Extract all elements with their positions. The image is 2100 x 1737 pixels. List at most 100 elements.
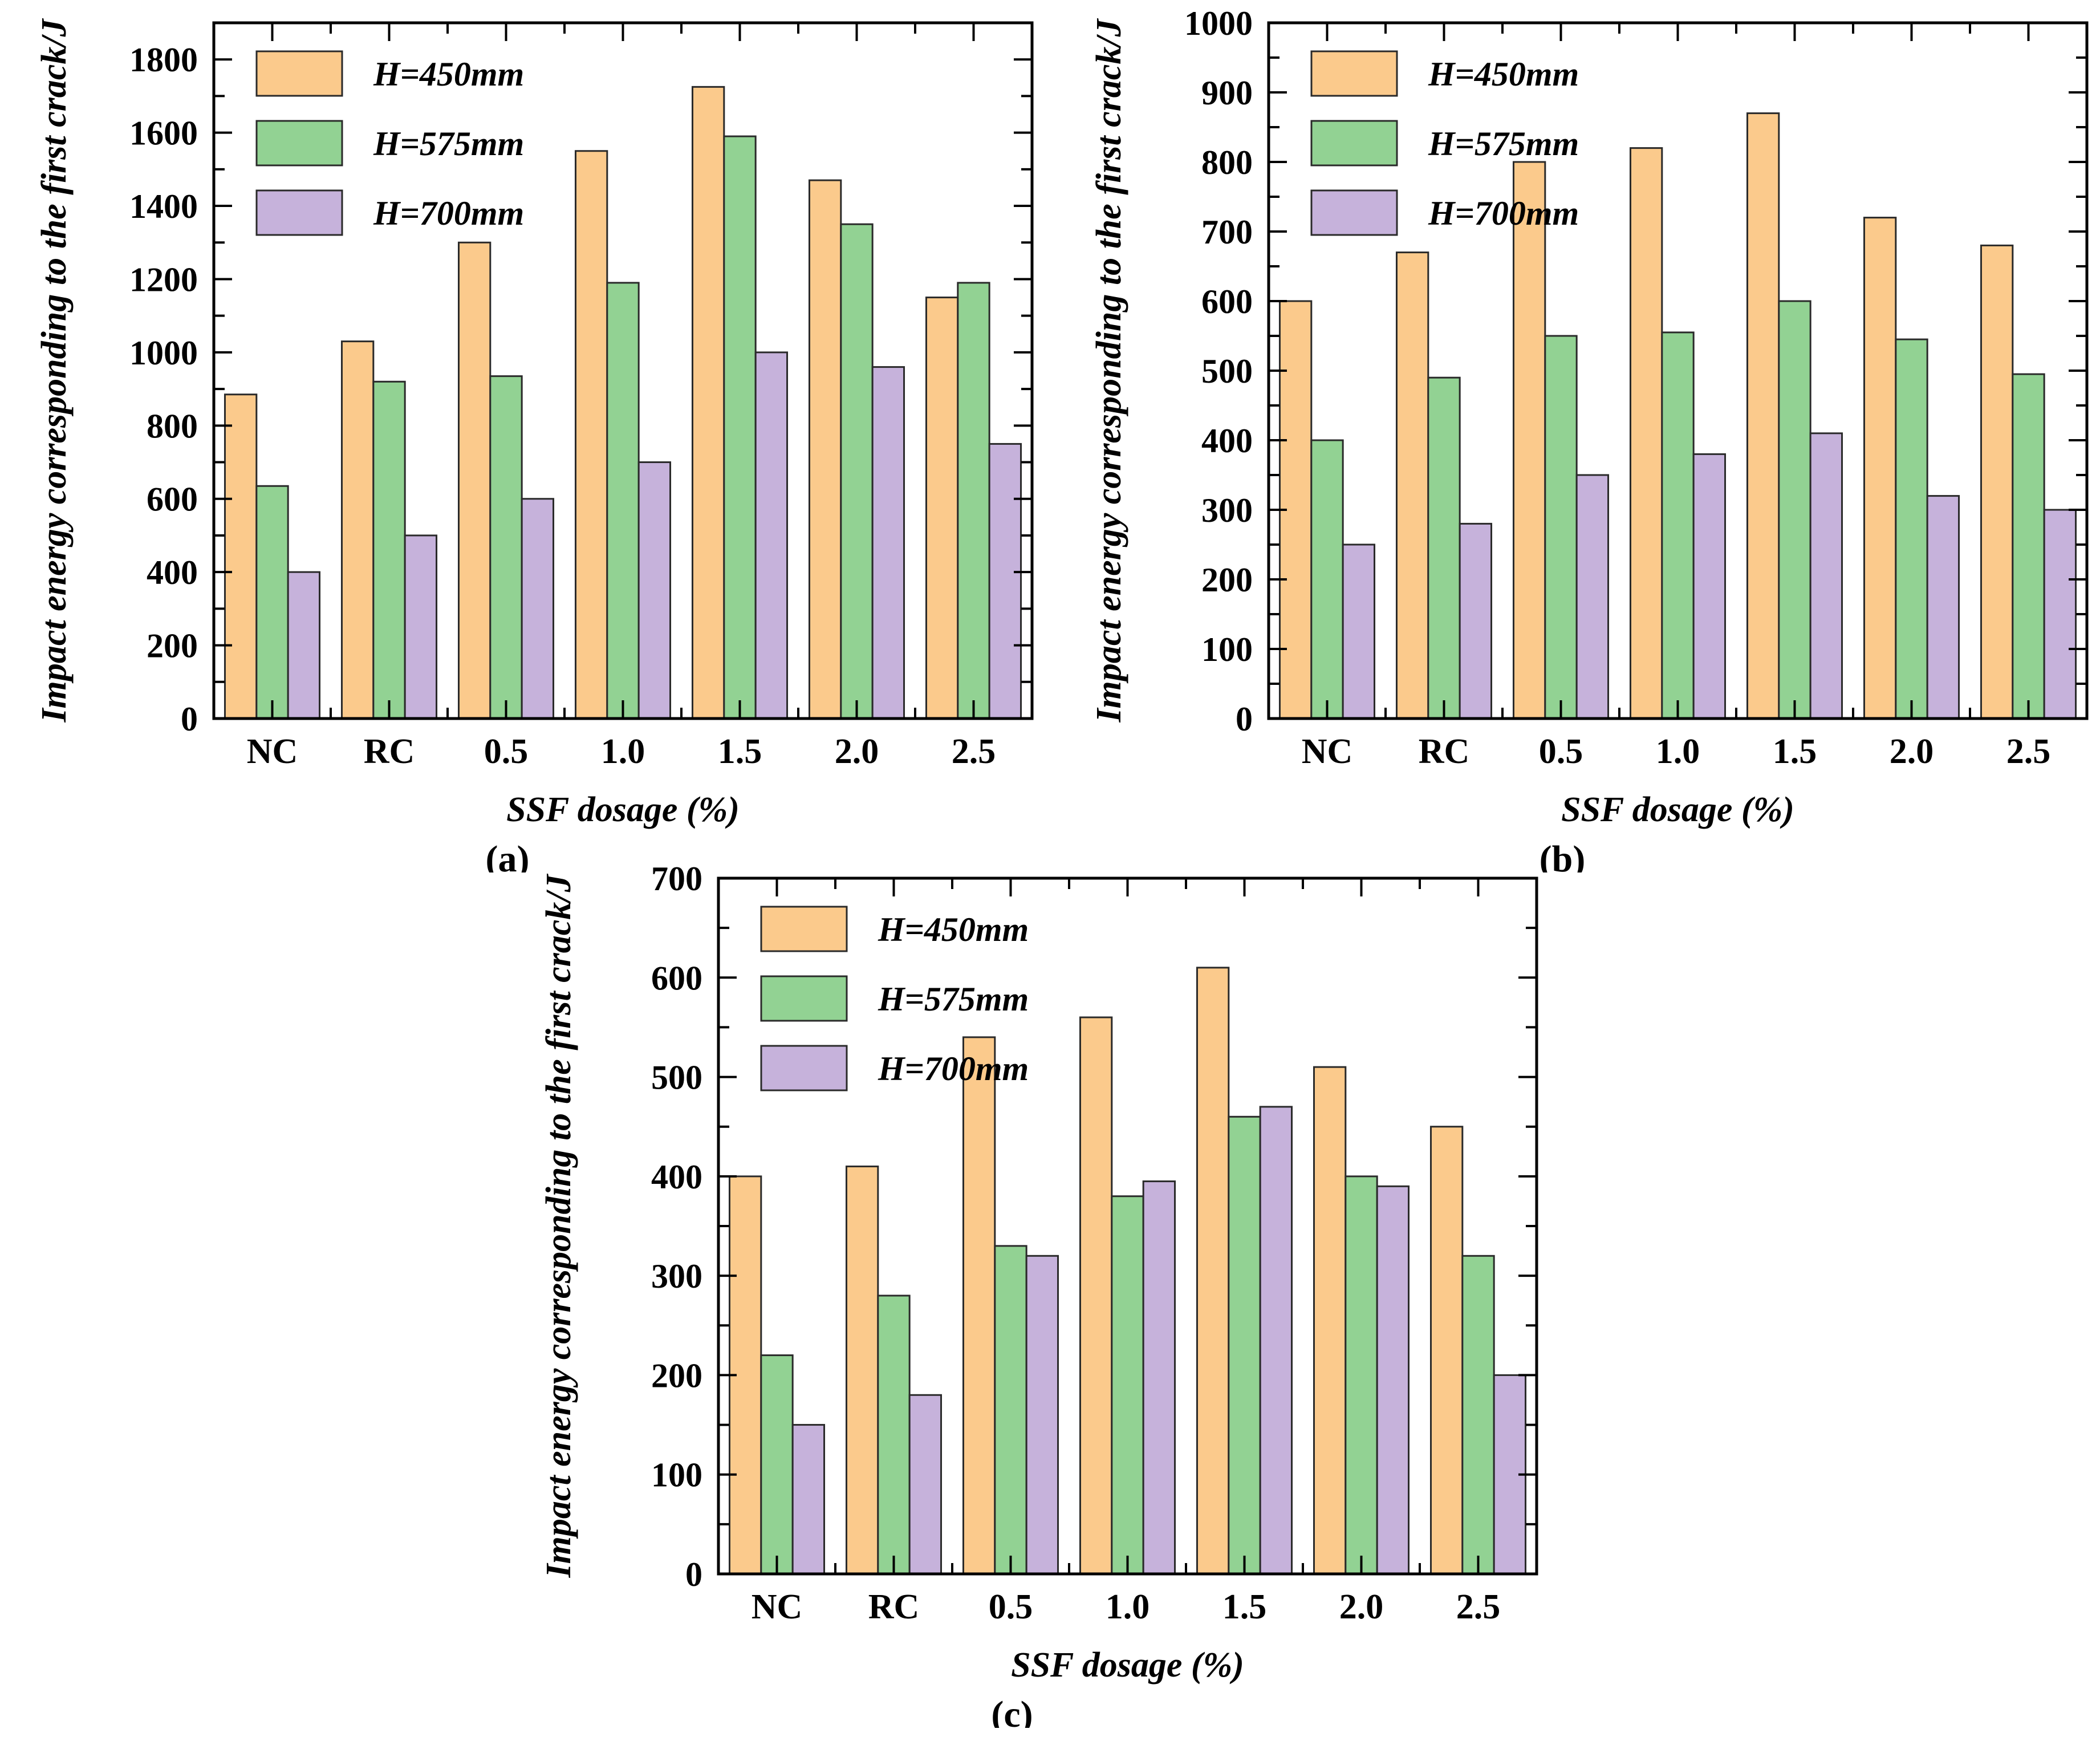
y-tick-label: 0 <box>685 1556 702 1593</box>
y-tick-label: 1000 <box>129 334 198 372</box>
x-axis-title: SSF dosage (%) <box>506 790 740 829</box>
bar <box>1395 251 1429 720</box>
x-tick-label: 1.0 <box>1656 732 1700 771</box>
bar <box>1544 335 1578 720</box>
legend-item: H=450mm <box>255 50 524 97</box>
legend-item: H=575mm <box>760 975 1029 1022</box>
bar <box>1342 543 1376 720</box>
bar <box>1512 161 1546 720</box>
bar <box>1895 338 1928 720</box>
bar-chart-svg: 0 200 400 600 800 1000 1200 1400 1600 1800 NC RC 0.5… <box>35 18 1034 880</box>
y-tick-label: 700 <box>1201 213 1253 251</box>
bar <box>754 351 789 720</box>
x-tick-label: 1.5 <box>1773 732 1817 771</box>
legend-label: H=700mm <box>878 1050 1029 1087</box>
x-tick-label: NC <box>752 1588 803 1626</box>
x-tick-label: 2.5 <box>952 732 996 771</box>
x-tick-label: 0.5 <box>989 1588 1033 1626</box>
bar <box>957 282 990 720</box>
x-tick-label: 2.0 <box>1339 1588 1384 1626</box>
legend-item: H=575mm <box>255 120 524 167</box>
bar <box>372 380 406 720</box>
x-tick-label: 0.5 <box>1539 732 1583 771</box>
bar <box>637 461 672 720</box>
legend-swatch <box>760 975 848 1022</box>
bar <box>1461 1255 1495 1575</box>
x-tick-label: NC <box>1302 732 1353 771</box>
x-tick-label: 2.0 <box>835 732 879 771</box>
x-tick-label: 2.5 <box>2006 732 2051 771</box>
y-tick-label: 800 <box>147 407 198 445</box>
y-tick-label: 800 <box>1201 144 1253 181</box>
bar <box>287 571 321 720</box>
y-axis-title: Impact energy corresponding to the first… <box>35 18 74 723</box>
x-tick-label: 0.5 <box>484 732 529 771</box>
y-tick-label: 200 <box>651 1357 702 1394</box>
bar <box>1427 376 1461 720</box>
bar <box>1079 1016 1113 1575</box>
bar <box>1575 474 1610 720</box>
y-tick-label: 500 <box>1201 352 1253 390</box>
bar <box>925 297 959 720</box>
y-tick-label: 0 <box>181 700 198 738</box>
bar <box>840 223 874 720</box>
y-tick-label: 400 <box>651 1158 702 1196</box>
legend-label: H=575mm <box>1428 125 1579 163</box>
bar <box>791 1424 826 1575</box>
y-tick-label: 100 <box>651 1456 702 1494</box>
bar <box>1429 1126 1464 1575</box>
x-tick-label: 1.5 <box>718 732 762 771</box>
bar <box>1142 1180 1176 1575</box>
y-tick-label: 1200 <box>129 261 198 298</box>
bar <box>1228 1115 1261 1575</box>
bar <box>808 179 842 720</box>
y-tick-label: 600 <box>1201 283 1253 320</box>
y-tick-label: 200 <box>147 627 198 665</box>
legend-item: H=700mm <box>255 189 524 236</box>
y-axis-title: Impact energy corresponding to the first… <box>1090 18 1128 723</box>
bar <box>1746 112 1780 720</box>
legend-swatch <box>760 906 848 952</box>
bar <box>1376 1185 1410 1575</box>
bar <box>988 443 1022 720</box>
legend-label: H=700mm <box>1428 194 1579 232</box>
x-tick-label: RC <box>1419 732 1470 771</box>
figure-panel-b: 0 100 200 300 400 500 600 700 800 900 1000 NC RC 0.5 1… <box>1078 0 2100 880</box>
legend-label: H=450mm <box>1428 55 1579 93</box>
bar <box>340 340 375 720</box>
x-tick-label: 2.5 <box>1456 1588 1501 1626</box>
x-axis-title: SSF dosage (%) <box>1011 1646 1244 1685</box>
bar <box>1692 453 1727 720</box>
x-axis-title: SSF dosage (%) <box>1561 790 1794 829</box>
bar <box>1778 300 1811 720</box>
bar <box>224 393 258 720</box>
bar <box>877 1294 911 1575</box>
bar <box>2012 373 2045 720</box>
y-axis-title: Impact energy corresponding to the first… <box>539 873 578 1578</box>
bar <box>1980 244 2014 720</box>
bar <box>1459 522 1493 720</box>
bar <box>723 135 757 720</box>
y-tick-label: 500 <box>651 1059 702 1097</box>
y-tick-label: 400 <box>1201 422 1253 460</box>
bar <box>1313 1066 1347 1575</box>
bar <box>962 1036 996 1575</box>
y-tick-label: 300 <box>1201 492 1253 529</box>
bar <box>1863 217 1897 720</box>
x-tick-label: RC <box>868 1588 920 1626</box>
y-tick-label: 900 <box>1201 74 1253 112</box>
legend-swatch <box>255 120 343 167</box>
x-tick-label: 1.0 <box>601 732 645 771</box>
legend-swatch <box>1310 50 1398 97</box>
y-tick-label: 0 <box>1236 700 1253 738</box>
legend-swatch <box>760 1045 848 1091</box>
legend-label: H=700mm <box>373 194 524 232</box>
x-tick-label: RC <box>364 732 415 771</box>
y-tick-label: 400 <box>147 554 198 591</box>
bar <box>2043 509 2077 720</box>
legend-item: H=575mm <box>1310 120 1579 167</box>
legend-item: H=450mm <box>1310 50 1579 97</box>
legend-item: H=450mm <box>760 906 1029 952</box>
panel-caption: (c) <box>991 1694 1033 1728</box>
